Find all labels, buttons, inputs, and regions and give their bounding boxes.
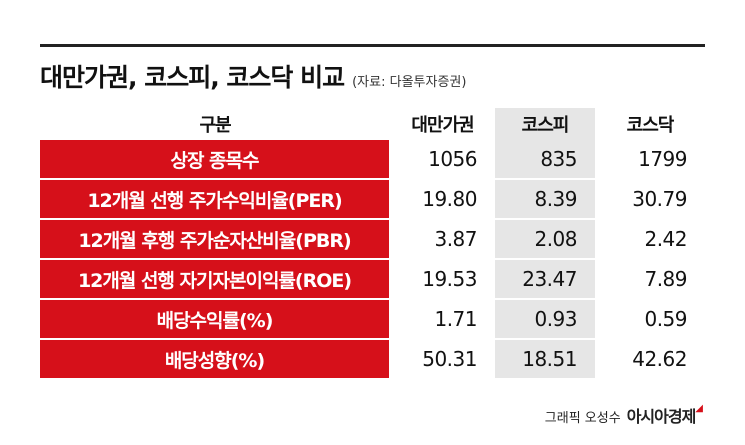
table-row: 배당수익률(%) 1.71 0.93 0.59 (40, 299, 705, 340)
cell: 835 (495, 140, 595, 180)
cell: 1056 (390, 140, 495, 180)
row-label: 12개월 선행 자기자본이익률(ROE) (40, 259, 391, 300)
row-label: 12개월 선행 주가수익비율(PER) (40, 179, 391, 220)
credit-block: 그래픽 오성수 아시아경제◢ (545, 403, 703, 427)
credit: 그래픽 오성수 (544, 411, 621, 426)
cell: 0.59 (595, 299, 705, 340)
row-label: 12개월 후행 주가순자산비율(PBR) (40, 219, 391, 260)
cell: 2.42 (595, 219, 705, 260)
table-row: 12개월 후행 주가순자산비율(PBR) 3.87 2.08 2.42 (40, 219, 705, 260)
top-rule (40, 44, 705, 47)
cell: 19.80 (390, 179, 495, 220)
column-header: 대만가권 (411, 115, 474, 136)
row-label: 배당수익률(%) (40, 299, 391, 340)
cell: 8.39 (495, 179, 595, 220)
title: 대만가권, 코스피, 코스닥 비교 (40, 63, 345, 92)
cell: 1.71 (390, 299, 495, 340)
cell: 30.79 (595, 179, 705, 220)
cell: 2.08 (495, 219, 595, 260)
cell: 7.89 (595, 259, 705, 300)
cell: 50.31 (390, 339, 495, 380)
header-row: 구분 대만가권 코스피 코스닥 (40, 108, 705, 140)
brand: 아시아경제 (626, 407, 697, 426)
title-block: 대만가권, 코스피, 코스닥 비교 (자료: 다올투자증권) (40, 58, 466, 94)
cell: 23.47 (495, 259, 595, 300)
row-label: 상장 종목수 (40, 140, 391, 180)
comparison-table: 구분 대만가권 코스피 코스닥 상장 종목수 1056 835 1799 12개월 선행 주가… (40, 108, 705, 380)
column-header: 코스피 (495, 108, 595, 140)
column-header: 구분 (199, 115, 231, 136)
cell: 18.51 (495, 339, 595, 380)
table-row: 12개월 선행 자기자본이익률(ROE) 19.53 23.47 7.89 (40, 259, 705, 300)
table-body: 상장 종목수 1056 835 1799 12개월 선행 주가수익비율(PER) 19.8… (40, 140, 705, 380)
table-row: 배당성향(%) 50.31 18.51 42.62 (40, 339, 705, 380)
cell: 0.93 (495, 299, 595, 340)
cell: 3.87 (390, 219, 495, 260)
source: (자료: 다올투자증권) (352, 75, 467, 90)
table-row: 12개월 선행 주가수익비율(PER) 19.80 8.39 30.79 (40, 179, 705, 220)
table-row: 상장 종목수 1056 835 1799 (40, 140, 705, 180)
row-label: 배당성향(%) (40, 339, 391, 380)
cell: 1799 (595, 140, 705, 180)
brand-mark: ◢ (695, 403, 703, 414)
cell: 42.62 (595, 339, 705, 380)
column-header: 코스닥 (626, 115, 675, 136)
cell: 19.53 (390, 259, 495, 300)
